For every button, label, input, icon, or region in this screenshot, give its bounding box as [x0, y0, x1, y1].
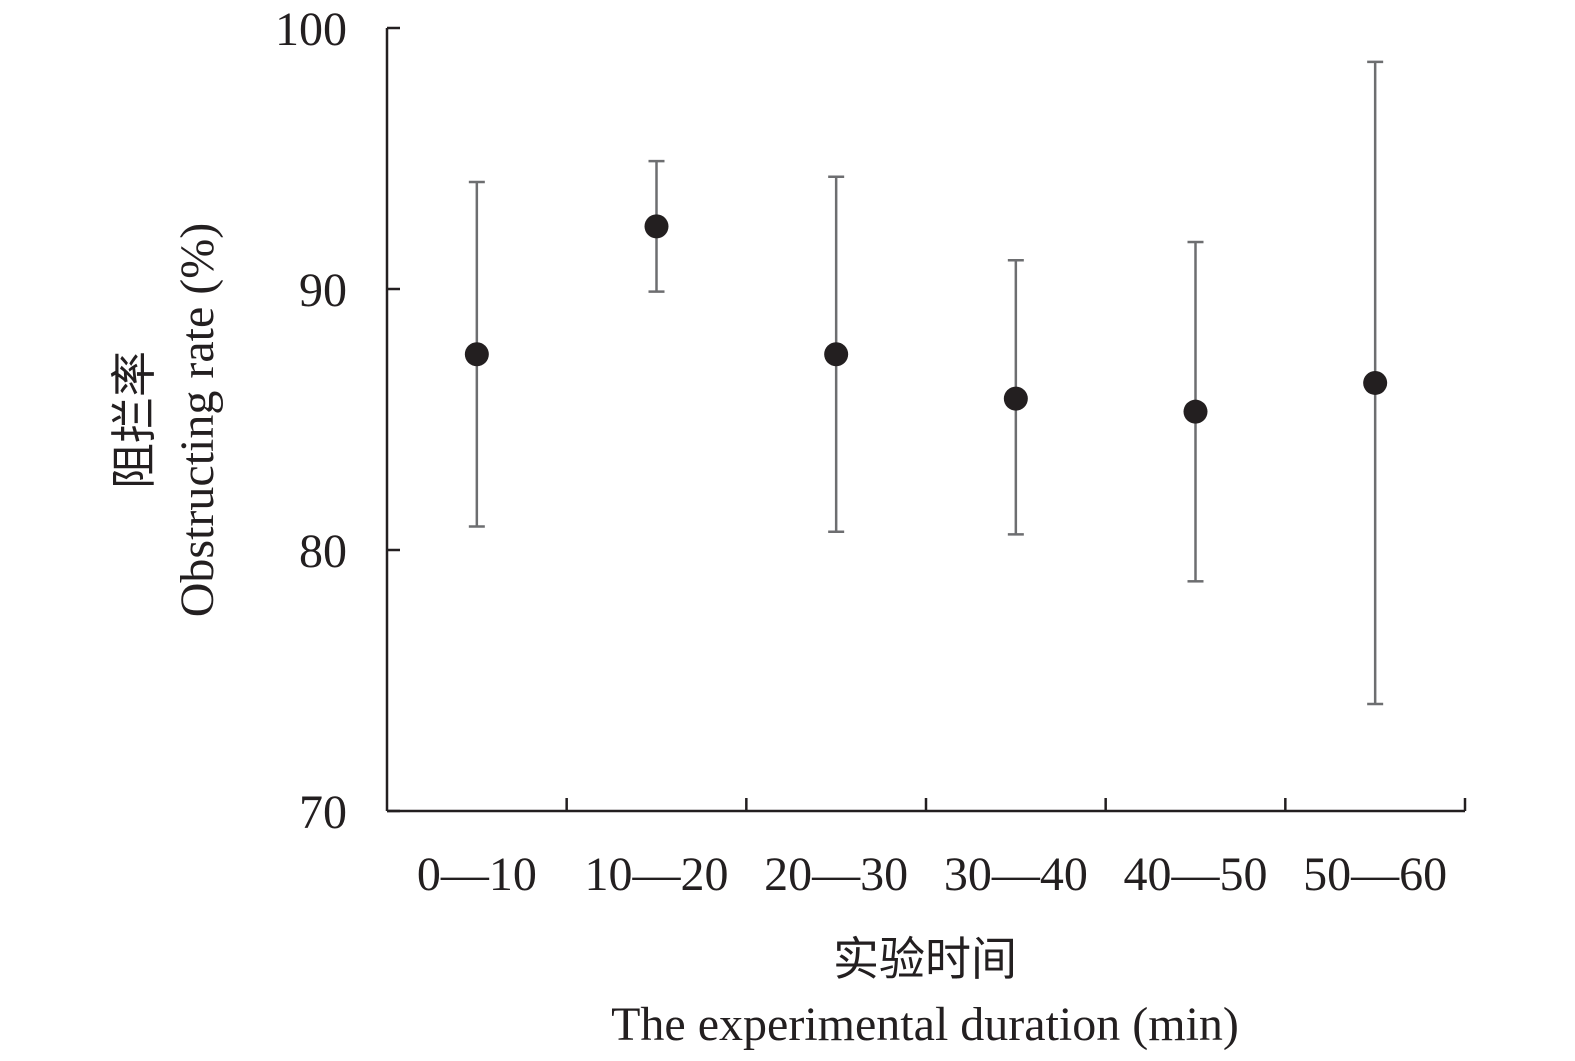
x-tick-label: 0—10 — [417, 848, 537, 901]
x-axis-label: The experimental duration (min) — [611, 998, 1239, 1051]
x-tick-label: 10—20 — [585, 848, 729, 901]
y-tick-label: 90 — [299, 264, 347, 317]
x-tick-label: 20—30 — [764, 848, 908, 901]
data-marks — [464, 60, 1388, 706]
x-tick-label: 40—50 — [1124, 848, 1268, 901]
data-point — [1003, 386, 1028, 411]
axes — [385, 26, 1467, 813]
x-axis-label-cn: 实验时间 — [833, 934, 1017, 985]
y-tick-labels: 70 80 90 100 — [275, 3, 347, 839]
data-point — [464, 342, 489, 367]
y-axis-label-cn: 阻拦率 — [109, 351, 160, 489]
data-point — [824, 342, 849, 367]
y-tick-label: 100 — [275, 3, 347, 56]
data-point — [1183, 399, 1208, 424]
y-axis-label: Obstructing rate (%) — [171, 223, 224, 618]
data-point — [1363, 370, 1388, 395]
x-tick-label: 30—40 — [944, 848, 1088, 901]
y-tick-label: 70 — [299, 786, 347, 839]
x-tick-label: 50—60 — [1303, 848, 1447, 901]
x-tick-labels: 0—10 10—20 20—30 30—40 40—50 50—60 — [417, 848, 1447, 901]
y-tick-label: 80 — [299, 525, 347, 578]
data-point — [644, 214, 669, 239]
